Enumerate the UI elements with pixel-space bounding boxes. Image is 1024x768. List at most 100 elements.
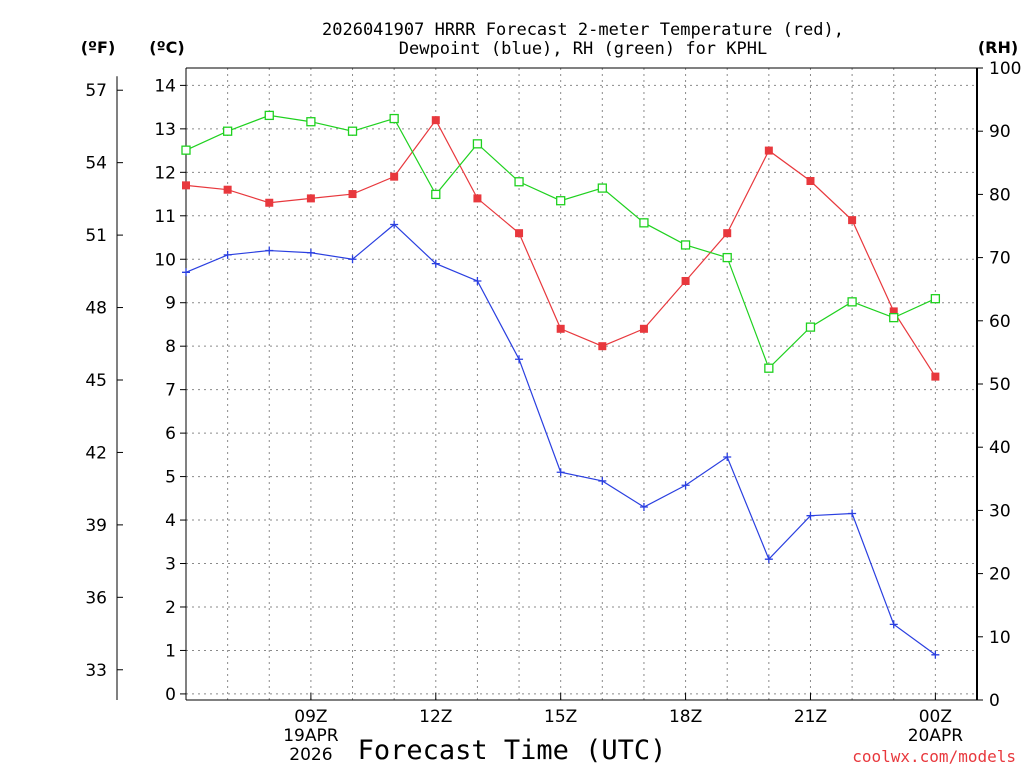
x-tick-label-line: 09Z (294, 707, 327, 727)
credit-text: coolwx.com/models (852, 747, 1016, 766)
axes (116, 67, 983, 701)
fahrenheit-tick-label: 45 (85, 371, 107, 391)
rh-point (847, 297, 857, 307)
celsius-tick-label: 6 (165, 424, 176, 444)
dewpoint-point (265, 246, 274, 255)
rh-point (556, 196, 566, 206)
rh-point (805, 322, 816, 332)
x-tick-label: 18Z (669, 707, 702, 727)
dewpoint-point (431, 259, 440, 268)
x-tick-label: 15Z (544, 707, 577, 727)
celsius-tick-label: 7 (165, 381, 176, 401)
temperature-point (723, 229, 732, 238)
dewpoint-point (639, 503, 648, 512)
temperature-point (390, 172, 399, 181)
rh-tick-label: 60 (989, 312, 1011, 332)
temperature-point (515, 229, 524, 238)
x-tick-label-line: 21Z (794, 707, 827, 727)
x-tick-label-line: 18Z (669, 707, 702, 727)
fahrenheit-tick-label: 36 (85, 588, 107, 608)
x-tick-label-line: 2026 (289, 745, 332, 765)
rh-point (597, 183, 607, 193)
x-tick-label: 12Z (419, 707, 452, 727)
celsius-tick-label: 3 (165, 555, 176, 575)
fahrenheit-tick-label: 39 (85, 516, 107, 536)
rh-point (514, 177, 524, 187)
dewpoint-point (889, 620, 898, 629)
dewpoint-point (764, 555, 773, 564)
rh-point (389, 113, 399, 124)
rh-point (222, 126, 233, 136)
rh-point (181, 145, 191, 155)
dewpoint-point (223, 250, 232, 259)
rh-point (889, 312, 899, 323)
temperature-point (598, 342, 607, 351)
celsius-tick-label: 8 (165, 337, 176, 357)
x-tick-label-line: 19APR (283, 726, 339, 746)
x-tick-label-line: 00Z (919, 707, 952, 727)
x-tick-label: 09Z 19APR 2026 (283, 707, 339, 765)
rh-point (680, 240, 691, 250)
rh-tick-label: 80 (989, 185, 1011, 205)
temperature-point (556, 324, 565, 333)
fahrenheit-tick-label: 48 (85, 299, 107, 319)
celsius-tick-label: 10 (154, 250, 176, 270)
x-tick-label: 21Z (794, 707, 827, 727)
dewpoint-point (515, 355, 524, 364)
rh-tick-label: 70 (989, 249, 1011, 269)
dewpoint-point (390, 220, 399, 229)
celsius-tick-label: 9 (165, 294, 176, 314)
x-tick-label-line: 20APR (908, 726, 964, 746)
temperature-point (473, 194, 482, 203)
chart-title-line-1: 2026041907 HRRR Forecast 2-meter Tempera… (322, 20, 844, 40)
temperature-point (223, 185, 232, 194)
temperature-point (931, 372, 940, 381)
rh-point (764, 363, 774, 373)
dewpoint-point (848, 509, 857, 518)
rh-point (930, 294, 941, 304)
dewpoint-point (306, 248, 315, 257)
rh-tick-label: 50 (989, 375, 1011, 395)
temperature-point (764, 146, 773, 155)
temperature-point (431, 116, 440, 125)
rh-tick-label: 90 (989, 122, 1011, 142)
grid-lines (185, 68, 978, 700)
rh-point (722, 252, 732, 263)
fahrenheit-unit-label: (ºF) (81, 38, 116, 57)
fahrenheit-tick-label: 51 (85, 226, 107, 246)
dewpoint-point (806, 511, 815, 520)
dewpoint-point (931, 650, 940, 659)
dewpoint-point (473, 276, 482, 285)
temperature-point (265, 198, 274, 207)
rh-point (639, 218, 649, 228)
celsius-tick-label: 13 (154, 120, 176, 140)
fahrenheit-tick-label: 54 (85, 154, 107, 174)
rh-point (347, 126, 358, 136)
dewpoint-point (182, 268, 190, 277)
rh-tick-label: 100 (989, 59, 1021, 79)
temperature-point (182, 181, 190, 190)
x-axis-label: Forecast Time (UTC) (358, 735, 667, 766)
temperature-point (348, 190, 357, 199)
x-tick-label-line: 12Z (419, 707, 452, 727)
rh-point (431, 189, 441, 200)
rh-series (181, 110, 941, 373)
celsius-tick-label: 4 (165, 511, 176, 531)
dewpoint-series (182, 220, 940, 659)
celsius-tick-label: 5 (165, 468, 176, 488)
dewpoint-point (598, 476, 607, 485)
temperature-series (182, 116, 940, 381)
celsius-tick-label: 11 (154, 207, 176, 227)
rh-tick-label: 20 (989, 565, 1011, 585)
dewpoint-point (556, 468, 565, 477)
dewpoint-point (723, 453, 732, 462)
rh-unit-label: (RH) (978, 38, 1018, 57)
rh-point (472, 139, 483, 149)
dewpoint-point (348, 255, 357, 264)
tick-labels: 0123456789101112131433363942454851545701… (85, 59, 1021, 765)
celsius-tick-label: 2 (165, 598, 176, 618)
chart-title-line-2: Dewpoint (blue), RH (green) for KPHL (399, 39, 767, 59)
rh-point (306, 117, 316, 127)
celsius-tick-label: 0 (165, 685, 176, 705)
